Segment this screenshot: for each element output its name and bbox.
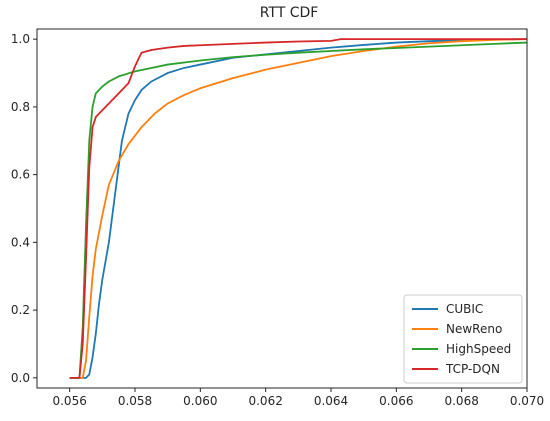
plot-frame (36, 28, 528, 389)
x-tick-label: 0.062 (248, 394, 282, 408)
y-tick-label: 0.4 (11, 235, 30, 249)
x-tick-label: 0.066 (379, 394, 413, 408)
chart-title: RTT CDF (260, 5, 319, 21)
y-tick-label: 0.0 (11, 371, 30, 385)
series-line-newreno (69, 38, 528, 379)
x-tick-label: 0.060 (183, 394, 217, 408)
y-tick-label: 0.8 (11, 100, 30, 114)
series-layer (69, 38, 528, 379)
y-tick-label: 0.6 (11, 168, 30, 182)
series-line-tcp-dqn (69, 38, 527, 379)
legend-label: NewReno (446, 322, 502, 336)
y-tick-label: 0.2 (11, 303, 30, 317)
legend-label: TCP-DQN (445, 362, 500, 376)
x-tick-label: 0.070 (510, 394, 544, 408)
legend-label: CUBIC (446, 302, 483, 316)
x-tick-label: 0.064 (314, 394, 348, 408)
legend-box (403, 294, 523, 384)
series-line-highspeed (69, 41, 528, 379)
legend: CUBIC NewReno HighSpeed TCP-DQN (403, 294, 523, 384)
x-tick-label: 0.056 (52, 394, 86, 408)
ticks-layer: 0.056 0.058 0.060 0.062 0.064 0.066 0.068 0.070… (11, 32, 544, 408)
legend-label: HighSpeed (446, 342, 511, 356)
x-tick-label: 0.068 (444, 394, 478, 408)
series-line-cubic (69, 38, 528, 379)
y-tick-label: 1.0 (11, 32, 30, 46)
x-tick-label: 0.058 (118, 394, 152, 408)
